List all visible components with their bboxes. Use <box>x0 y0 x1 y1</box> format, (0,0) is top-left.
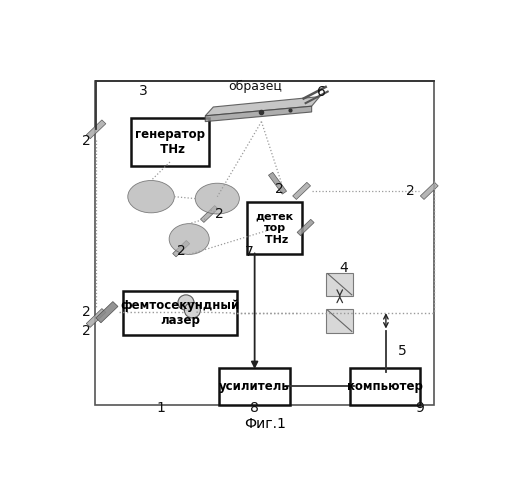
Text: усилитель: усилитель <box>219 380 290 393</box>
Text: генератор
 THz: генератор THz <box>135 128 205 156</box>
Ellipse shape <box>128 180 175 213</box>
FancyBboxPatch shape <box>219 368 290 405</box>
FancyBboxPatch shape <box>326 272 353 296</box>
Text: фемтосекундный
лазер: фемтосекундный лазер <box>121 299 240 327</box>
Ellipse shape <box>169 224 209 254</box>
Polygon shape <box>297 220 314 236</box>
Text: Фиг.1: Фиг.1 <box>244 417 286 431</box>
Text: 2: 2 <box>82 324 91 338</box>
Polygon shape <box>172 240 190 257</box>
Text: 2: 2 <box>82 305 91 319</box>
FancyBboxPatch shape <box>248 202 301 254</box>
Polygon shape <box>96 302 118 323</box>
Text: 7: 7 <box>245 246 254 260</box>
Text: 3: 3 <box>139 84 148 98</box>
Text: 8: 8 <box>250 402 259 415</box>
Text: 2: 2 <box>177 244 185 258</box>
Circle shape <box>184 302 200 318</box>
Polygon shape <box>420 182 438 200</box>
Ellipse shape <box>195 183 239 214</box>
Text: 9: 9 <box>415 402 424 415</box>
FancyBboxPatch shape <box>350 368 420 405</box>
Bar <box>95 81 434 404</box>
Text: 1: 1 <box>156 402 166 415</box>
Circle shape <box>178 295 194 310</box>
Text: 5: 5 <box>398 344 406 357</box>
Text: детек
тор
 THz: детек тор THz <box>255 212 294 245</box>
Polygon shape <box>293 182 311 200</box>
FancyBboxPatch shape <box>123 291 237 336</box>
Polygon shape <box>268 172 286 194</box>
Polygon shape <box>87 120 106 139</box>
Text: 6: 6 <box>317 84 326 98</box>
FancyBboxPatch shape <box>326 309 353 332</box>
Text: 4: 4 <box>339 261 348 275</box>
Text: 2: 2 <box>82 134 91 148</box>
Text: компьютер: компьютер <box>347 380 423 393</box>
Polygon shape <box>200 206 218 222</box>
Polygon shape <box>205 106 312 122</box>
Text: образец: образец <box>228 80 282 94</box>
Polygon shape <box>205 96 320 116</box>
Text: 2: 2 <box>406 184 414 198</box>
FancyBboxPatch shape <box>131 118 209 166</box>
Polygon shape <box>87 308 106 328</box>
Text: 2: 2 <box>215 207 224 221</box>
Text: 2: 2 <box>275 182 284 196</box>
